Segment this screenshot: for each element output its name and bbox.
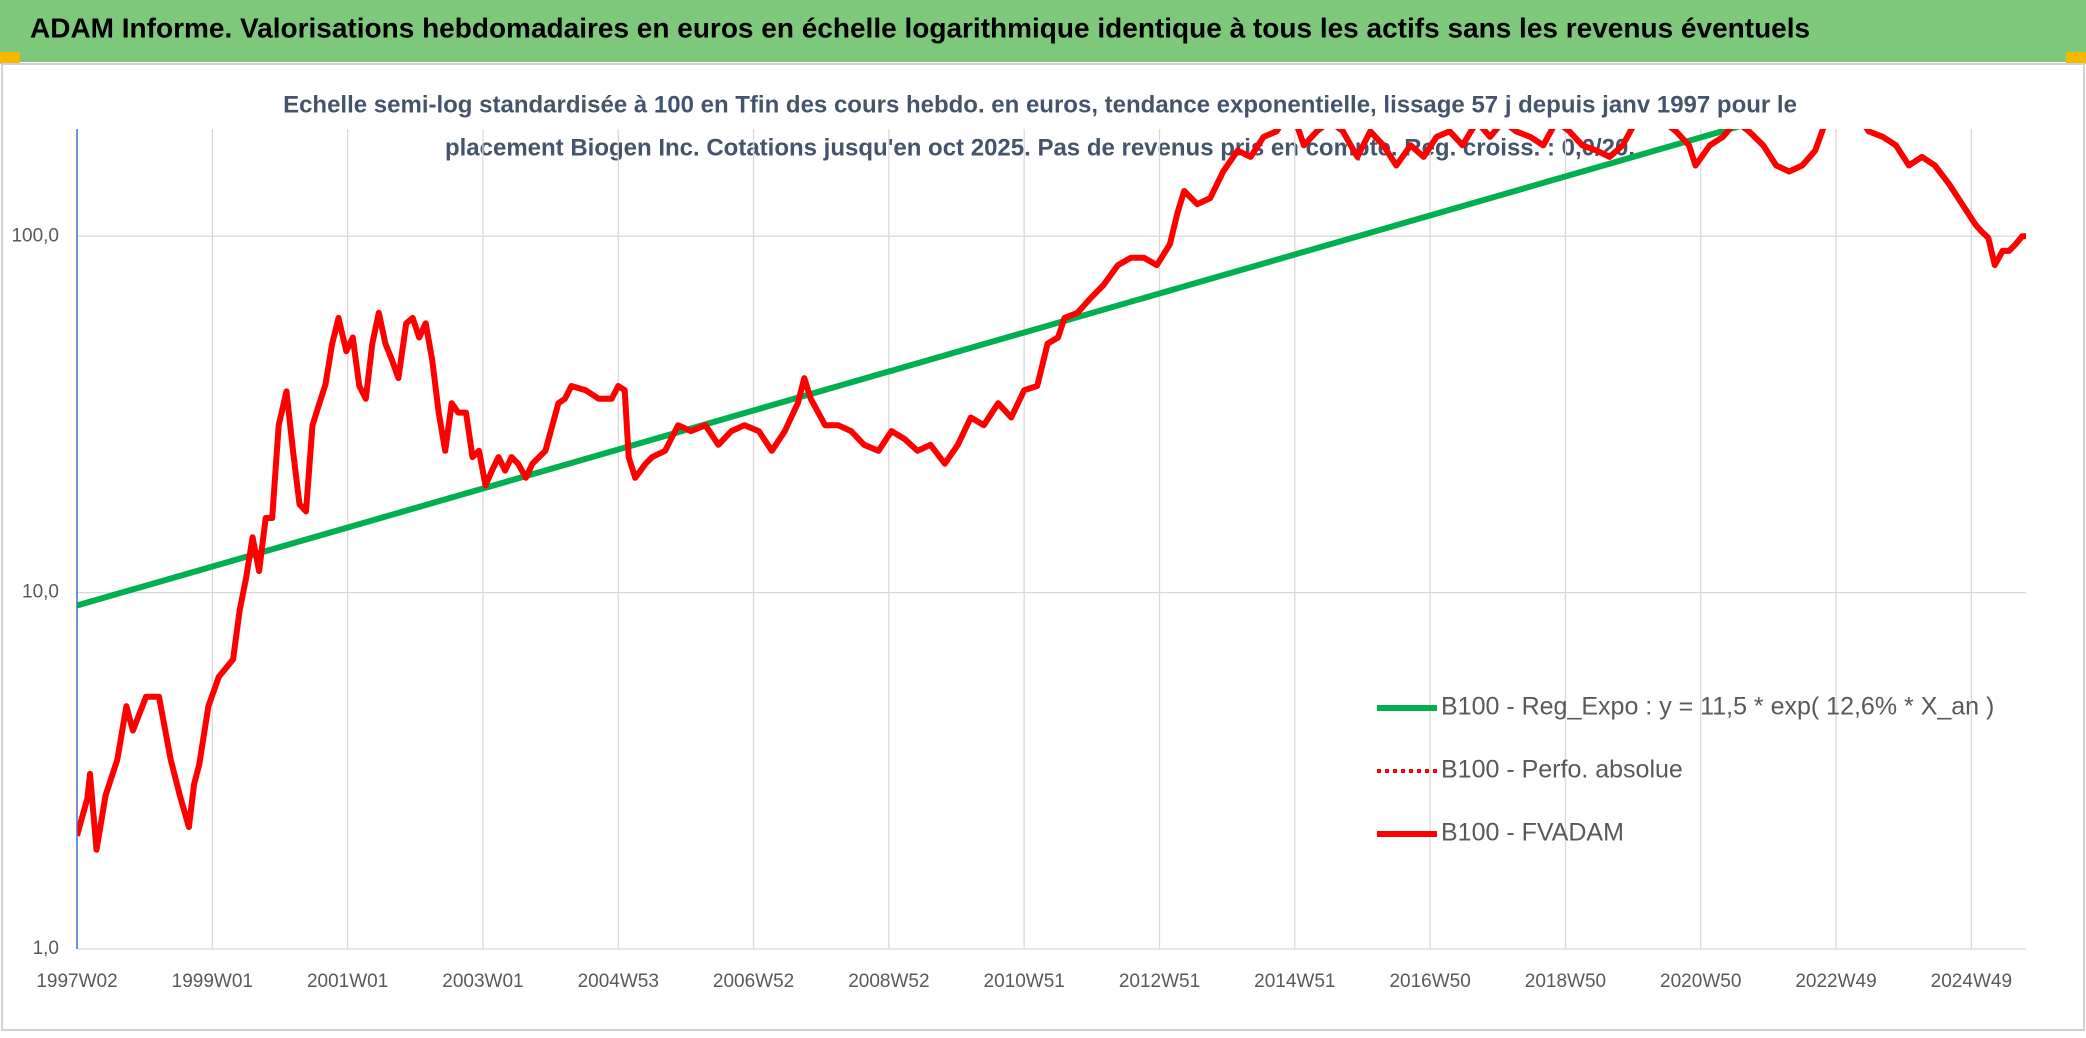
series-line	[77, 129, 1741, 609]
x-tick-label: 2020W50	[1660, 971, 1741, 992]
x-tick-label: 2014W51	[1254, 971, 1335, 992]
x-tick-label: 1997W02	[36, 971, 117, 992]
y-tick-label: 1,0	[33, 938, 59, 959]
x-tick-label: 2022W49	[1795, 971, 1876, 992]
chart-subtitle: Echelle semi-log standardisée à 100 en T…	[283, 91, 1797, 118]
legend-label: B100 - FVADAM	[1441, 819, 1624, 847]
y-tick-label: 10,0	[22, 582, 59, 603]
x-tick-label: 2008W52	[848, 971, 929, 992]
x-tick-label: 2003W01	[442, 971, 523, 992]
legend: B100 - Reg_Expo : y = 11,5 * exp( 12,6% …	[1377, 693, 1994, 847]
x-tick-label: 2004W53	[578, 971, 659, 992]
x-tick-label: 2001W01	[307, 971, 388, 992]
chart-frame	[1, 63, 2085, 1031]
x-tick-label: 2010W51	[984, 971, 1065, 992]
series-line	[77, 129, 2026, 853]
x-tick-label: 2016W50	[1389, 971, 1470, 992]
corner-left	[0, 52, 20, 64]
axis-labels: 1,0 10,0 100,0 1997W02 1999W01 2001W01 2003W01…	[11, 225, 2012, 992]
x-tick-label: 2012W51	[1119, 971, 1200, 992]
legend-label: B100 - Perfo. absolue	[1441, 756, 1683, 784]
corner-right	[2066, 52, 2086, 64]
x-tick-label: 2006W52	[713, 971, 794, 992]
title-bar	[0, 0, 2086, 62]
legend-label: B100 - Reg_Expo : y = 11,5 * exp( 12,6% …	[1441, 693, 1994, 721]
x-tick-label: 1999W01	[172, 971, 253, 992]
x-tick-label: 2024W49	[1931, 971, 2012, 992]
x-tick-label: 2018W50	[1525, 971, 1606, 992]
chart-title: ADAM Informe. Valorisations hebdomadaire…	[30, 12, 1810, 43]
plot-area	[77, 129, 2026, 853]
y-tick-label: 100,0	[11, 225, 59, 246]
